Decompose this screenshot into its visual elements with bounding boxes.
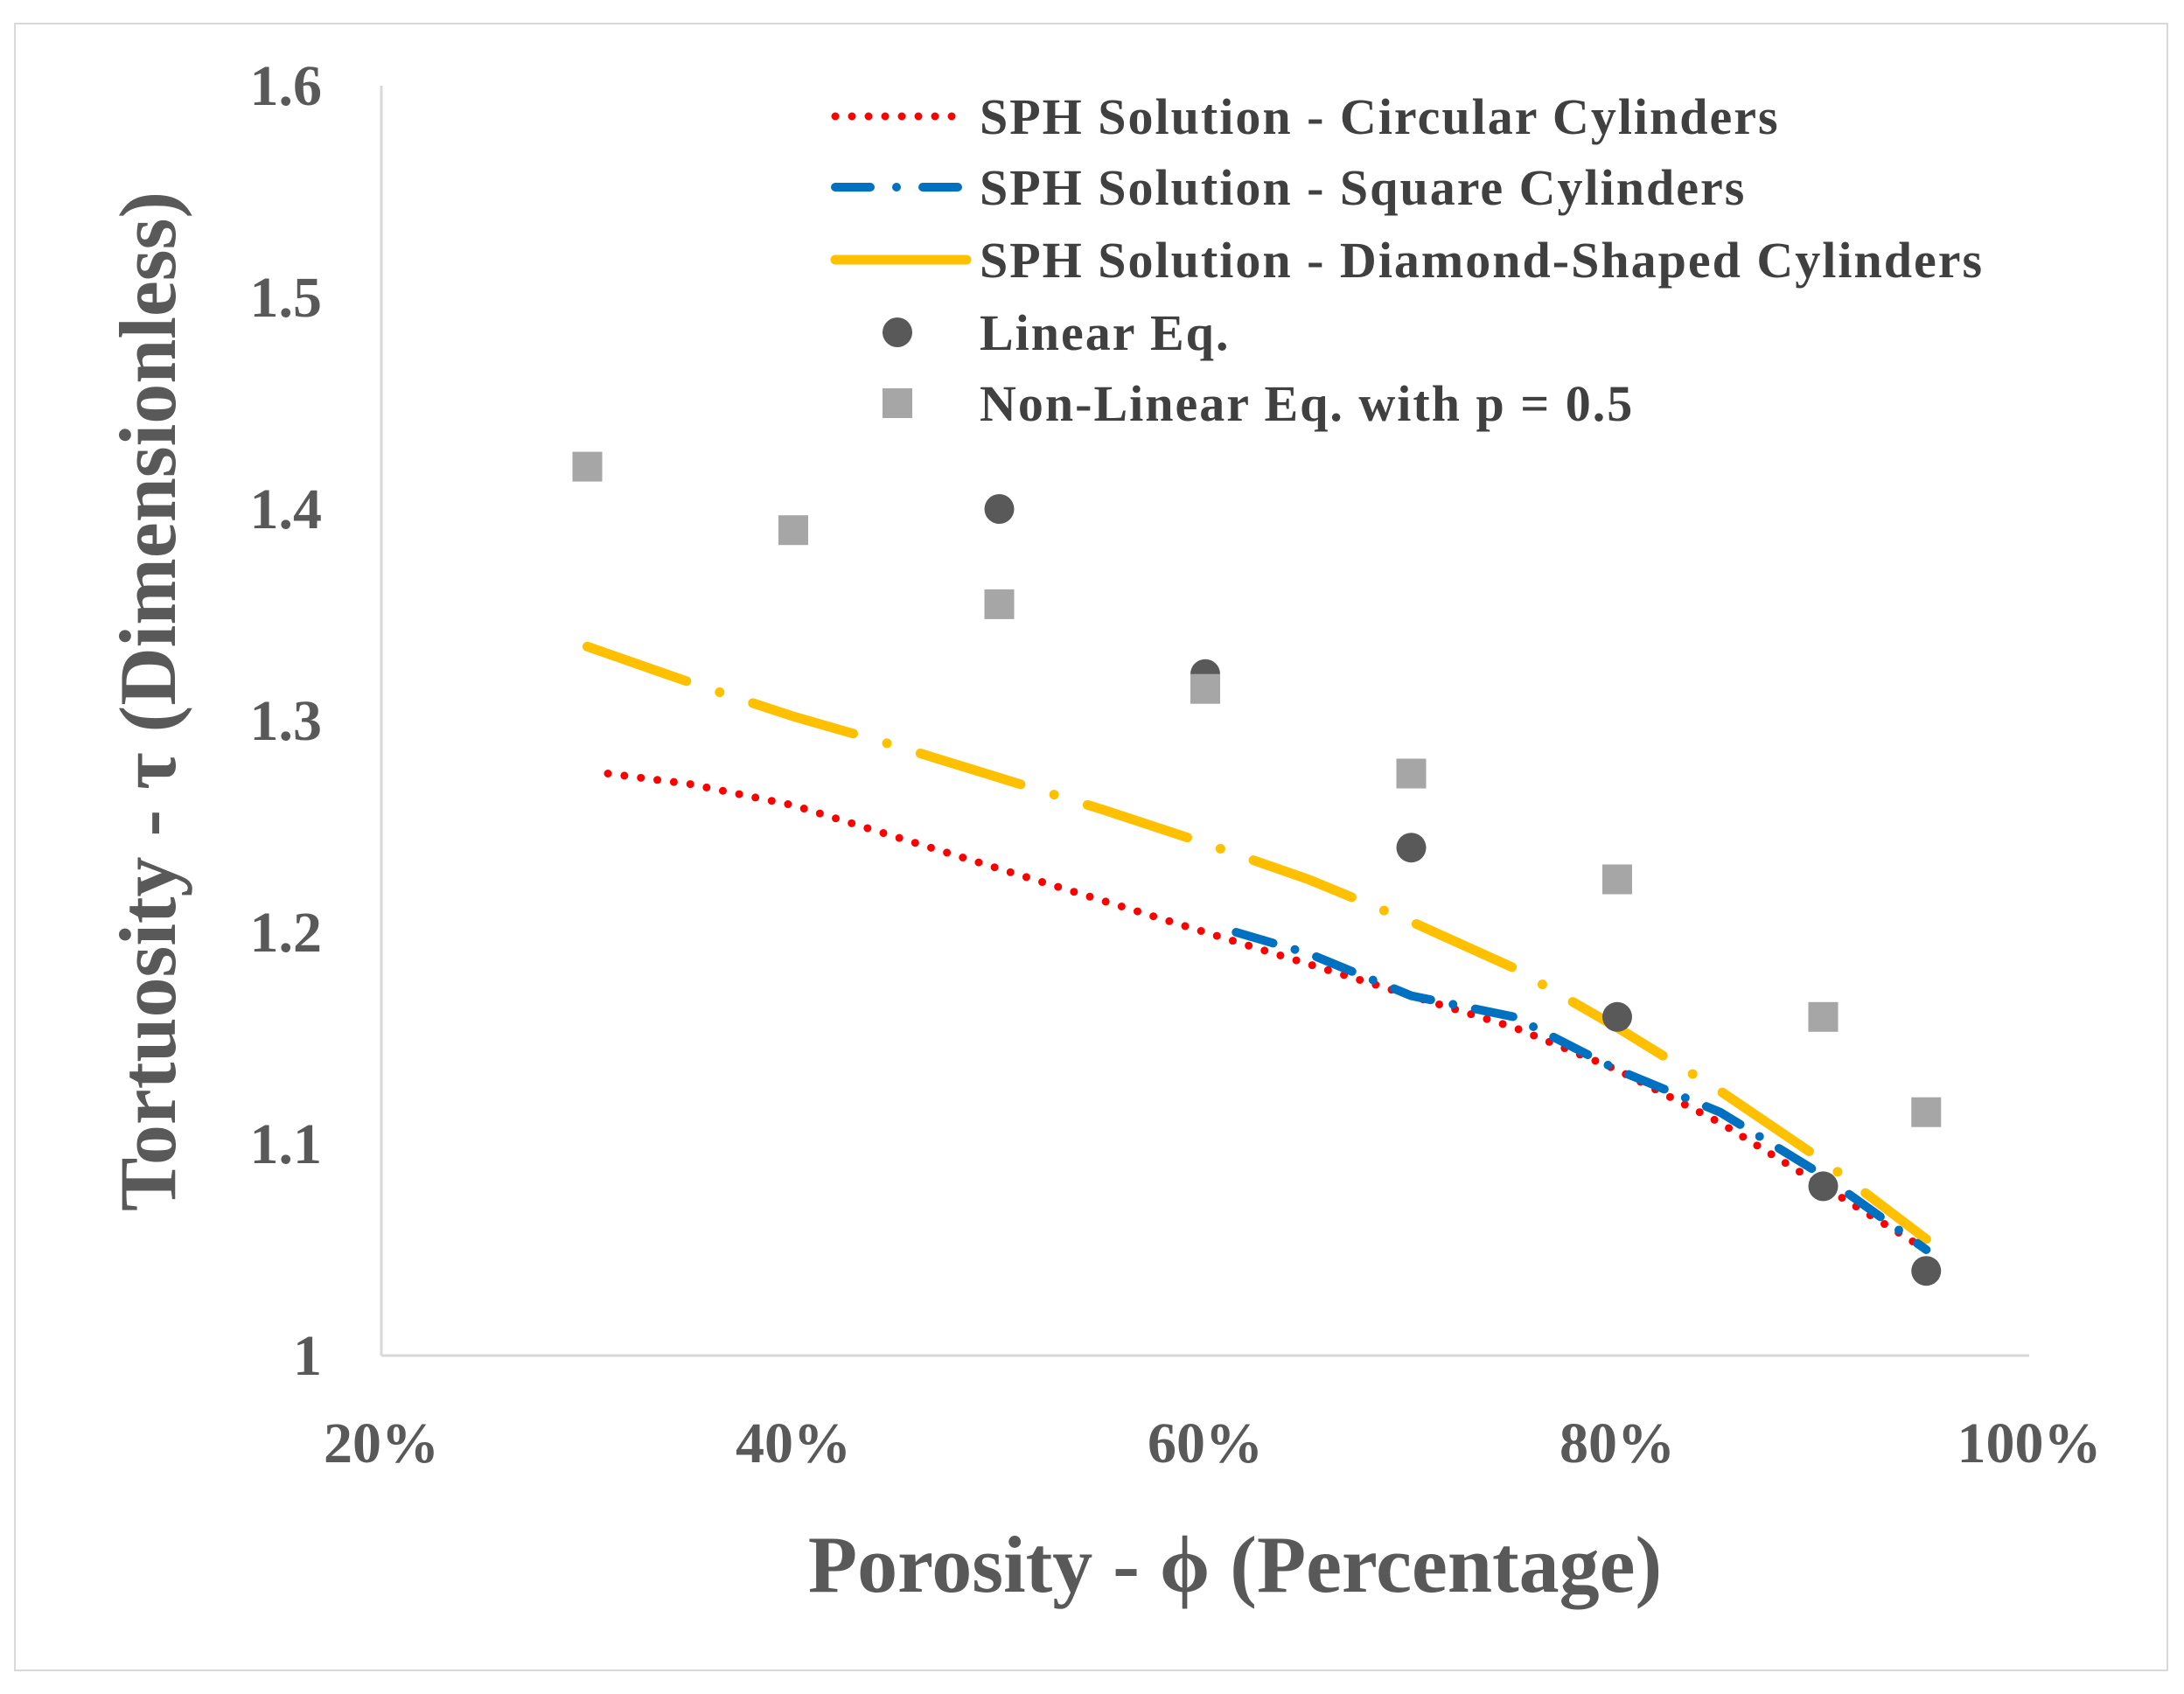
y-tick-label: 1 — [293, 1324, 322, 1388]
linear-eq-point — [1808, 1171, 1839, 1202]
x-tick-label: 100% — [1957, 1412, 2102, 1475]
legend-label-3: Linear Eq. — [980, 304, 1230, 361]
linear-eq-point — [984, 494, 1015, 524]
legend-label-4: Non-Linear Eq. with p = 0.5 — [980, 375, 1634, 432]
linear-eq-point — [1602, 1001, 1632, 1032]
nonlinear-eq-point — [984, 589, 1015, 619]
legend-swatch-3 — [883, 317, 912, 347]
y-tick-label: 1.4 — [250, 478, 323, 541]
linear-eq-point — [1396, 833, 1427, 863]
x-tick-label: 60% — [1148, 1412, 1263, 1475]
series-line-0 — [604, 770, 1930, 1254]
nonlinear-eq-point — [1190, 673, 1220, 704]
y-tick-label: 1.5 — [250, 266, 323, 330]
legend-label-1: SPH Solution - Square Cylinders — [980, 159, 1746, 216]
chart-frame — [14, 23, 2168, 1671]
legend-swatch-4 — [883, 388, 912, 418]
linear-eq-point — [1911, 1256, 1942, 1286]
x-axis-title: Porosity - ϕ (Percentage) — [808, 1520, 1662, 1609]
series-line-1 — [1232, 928, 1931, 1254]
nonlinear-eq-point — [1602, 864, 1632, 895]
y-tick-label: 1.2 — [250, 901, 323, 965]
legend: SPH Solution - Circular Cylinders SPH Sol… — [830, 88, 1984, 432]
legend-label-2: SPH Solution - Diamond-Shaped Cylinders — [980, 232, 1984, 289]
nonlinear-eq-point — [1808, 1001, 1839, 1032]
axes: 1 1.1 1.2 1.3 1.4 1.5 1.6 20% 40% 60% 80% 100% — [250, 54, 2102, 1475]
legend-label-0: SPH Solution - Circular Cylinders — [980, 88, 1780, 145]
nonlinear-eq-point — [778, 515, 808, 546]
series-line-2 — [583, 641, 1931, 1244]
series — [572, 451, 1942, 1286]
y-tick-label: 1.1 — [250, 1112, 323, 1176]
y-tick-label: 1.3 — [250, 689, 323, 753]
y-tick-label: 1.6 — [250, 54, 323, 118]
nonlinear-eq-point — [1911, 1097, 1942, 1127]
x-tick-label: 40% — [736, 1412, 851, 1475]
nonlinear-eq-point — [1396, 758, 1427, 789]
x-tick-label: 20% — [324, 1412, 439, 1475]
x-tick-label: 80% — [1560, 1412, 1675, 1475]
nonlinear-eq-point — [572, 451, 603, 482]
y-axis-title: Tortuosity - τ (Dimensionless) — [103, 192, 192, 1211]
